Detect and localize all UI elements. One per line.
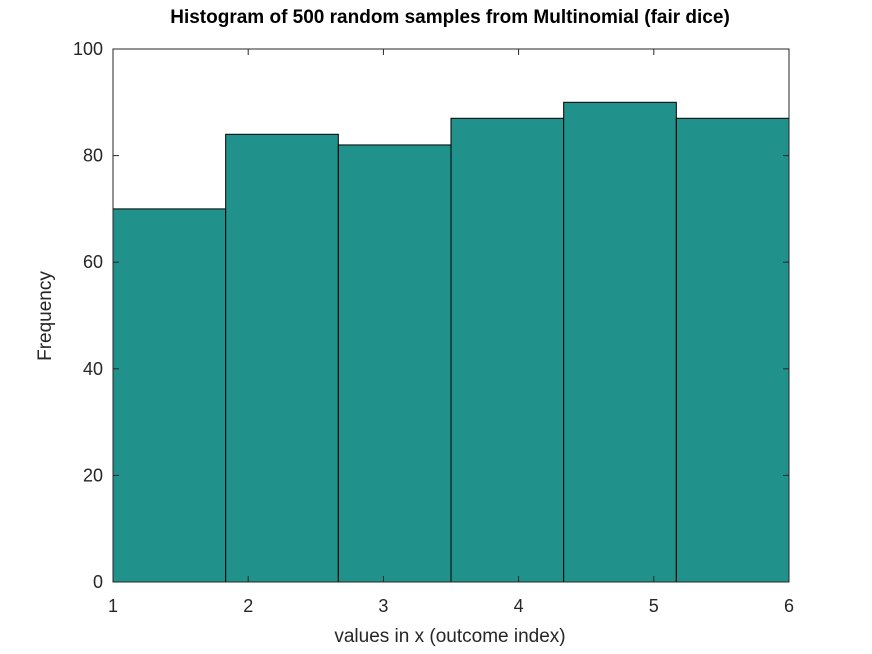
y-tick-label: 40 [83, 359, 103, 379]
y-tick-label: 80 [83, 146, 103, 166]
x-tick-label: 5 [649, 596, 659, 616]
x-tick-label: 2 [243, 596, 253, 616]
axes-frame [112, 48, 790, 583]
x-tick-label: 6 [784, 596, 794, 616]
histogram-bar [675, 117, 790, 583]
x-axis-label: values in x (outcome index) [334, 626, 565, 647]
x-tick-label: 1 [108, 596, 118, 616]
histogram-bar [337, 144, 452, 583]
chart-title: Histogram of 500 random samples from Mul… [170, 7, 730, 28]
y-tick-label: 100 [73, 39, 103, 59]
histogram-bar [225, 133, 339, 583]
y-axis-label: Frequency [35, 271, 56, 361]
y-tick-label: 60 [83, 252, 103, 272]
x-tick-label: 3 [378, 596, 388, 616]
y-tick-label: 20 [83, 465, 103, 485]
histogram-bar [450, 117, 565, 583]
x-tick-label: 4 [514, 596, 524, 616]
histogram-bar [112, 208, 227, 583]
histogram-bar [563, 101, 677, 583]
bars-group [112, 101, 790, 583]
y-tick-label: 0 [93, 572, 103, 592]
